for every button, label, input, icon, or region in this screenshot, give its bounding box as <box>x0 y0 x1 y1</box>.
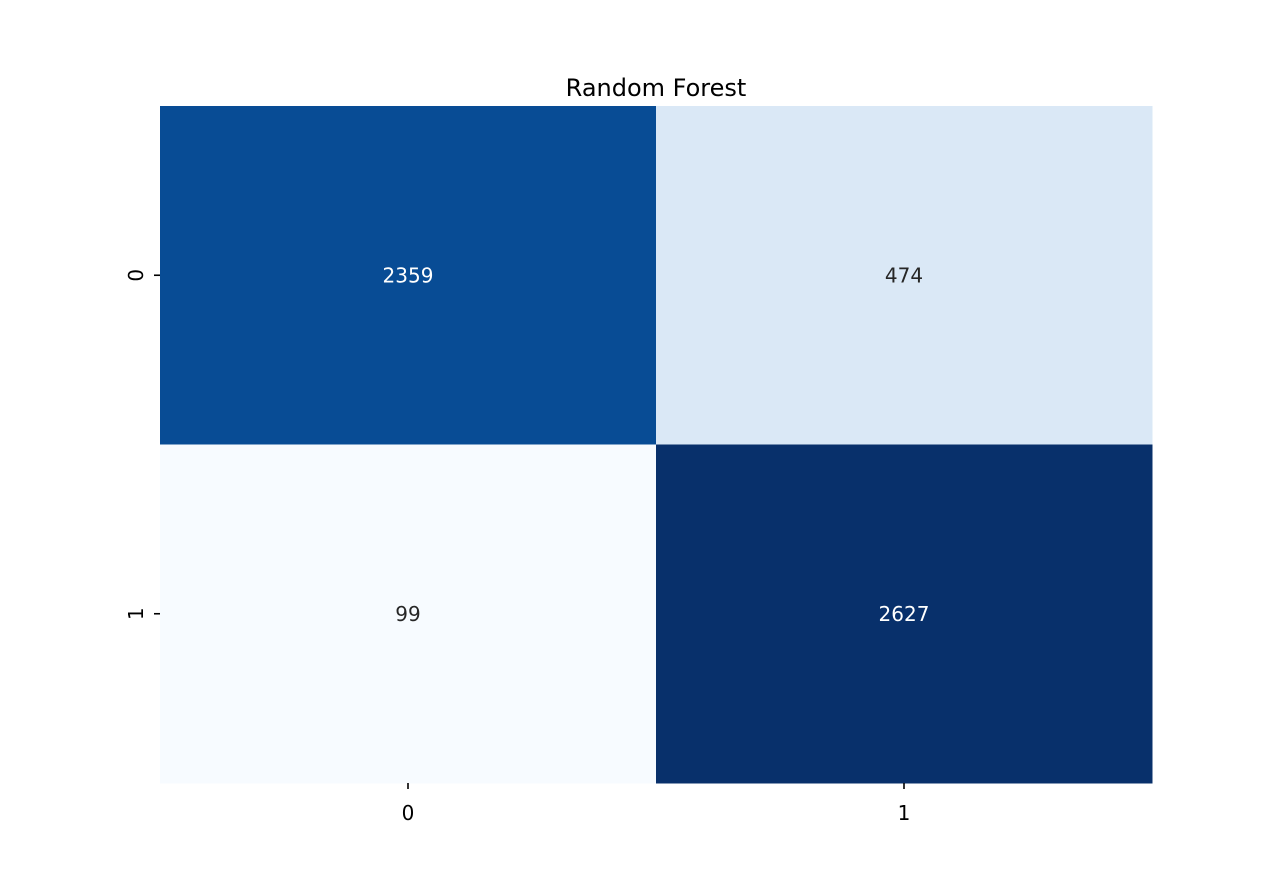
x-tick-label-1: 1 <box>898 801 911 825</box>
cell-value-0-0: 2359 <box>383 263 434 287</box>
y-axis: 01 <box>124 269 160 620</box>
heatmap-cell-0-1 <box>656 106 1153 445</box>
heatmap-cell-1-1 <box>656 444 1153 784</box>
heatmap-cells <box>160 106 1153 784</box>
heatmap-cell-0-0 <box>160 106 657 445</box>
y-tick-label-0: 0 <box>124 269 148 282</box>
cell-value-0-1: 474 <box>885 263 923 287</box>
cell-labels: 2359 474 99 2627 <box>383 263 930 626</box>
x-tick-label-0: 0 <box>402 801 415 825</box>
cell-value-1-1: 2627 <box>879 602 930 626</box>
heatmap-cell-1-0 <box>160 444 657 784</box>
chart-title: Random Forest <box>566 74 747 102</box>
cell-value-1-0: 99 <box>395 602 420 626</box>
y-tick-label-1: 1 <box>124 607 148 620</box>
